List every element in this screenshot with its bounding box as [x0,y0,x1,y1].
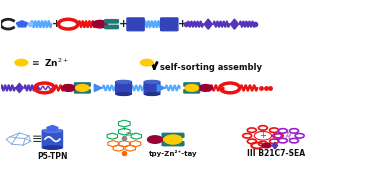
Polygon shape [16,21,28,27]
Text: +: + [119,19,128,29]
Text: N: N [287,132,290,137]
FancyBboxPatch shape [127,18,144,31]
Text: Zn²⁺: Zn²⁺ [126,132,137,137]
Ellipse shape [43,146,61,149]
Ellipse shape [117,93,131,95]
Ellipse shape [145,80,159,83]
FancyBboxPatch shape [74,90,90,93]
Polygon shape [157,84,165,91]
Circle shape [262,143,271,148]
FancyBboxPatch shape [161,18,178,31]
Text: P5-TPN: P5-TPN [37,152,68,161]
FancyBboxPatch shape [105,25,118,29]
Circle shape [62,84,75,91]
Text: III B21C7-SEA: III B21C7-SEA [247,149,305,158]
Circle shape [147,136,162,143]
Circle shape [199,84,212,91]
FancyBboxPatch shape [144,81,160,94]
Polygon shape [16,83,23,93]
Polygon shape [204,19,212,29]
Circle shape [164,135,182,144]
Text: self-sorting assembly: self-sorting assembly [160,63,262,72]
Text: $\equiv$ Zn$^{2+}$: $\equiv$ Zn$^{2+}$ [30,56,69,69]
Text: tpy-Zn²⁺-tay: tpy-Zn²⁺-tay [149,150,197,157]
Ellipse shape [117,80,131,83]
FancyBboxPatch shape [42,130,62,148]
Text: +: + [259,131,266,140]
FancyBboxPatch shape [184,83,200,86]
Text: =: = [150,133,161,146]
Polygon shape [230,19,239,29]
Text: ≡: ≡ [32,133,42,146]
FancyBboxPatch shape [105,20,118,23]
FancyBboxPatch shape [162,142,184,146]
FancyBboxPatch shape [74,83,90,86]
FancyBboxPatch shape [184,90,200,93]
Circle shape [92,20,108,28]
Circle shape [140,59,153,66]
Ellipse shape [145,93,159,95]
FancyBboxPatch shape [162,133,184,137]
Polygon shape [94,84,102,91]
Text: +: + [177,19,186,29]
Ellipse shape [43,129,61,132]
Polygon shape [272,142,277,149]
Text: H₂: H₂ [286,135,291,140]
Circle shape [15,59,28,66]
Polygon shape [47,125,58,131]
FancyBboxPatch shape [116,81,132,94]
Text: +: + [52,19,61,29]
Circle shape [185,84,199,91]
Circle shape [76,84,89,91]
